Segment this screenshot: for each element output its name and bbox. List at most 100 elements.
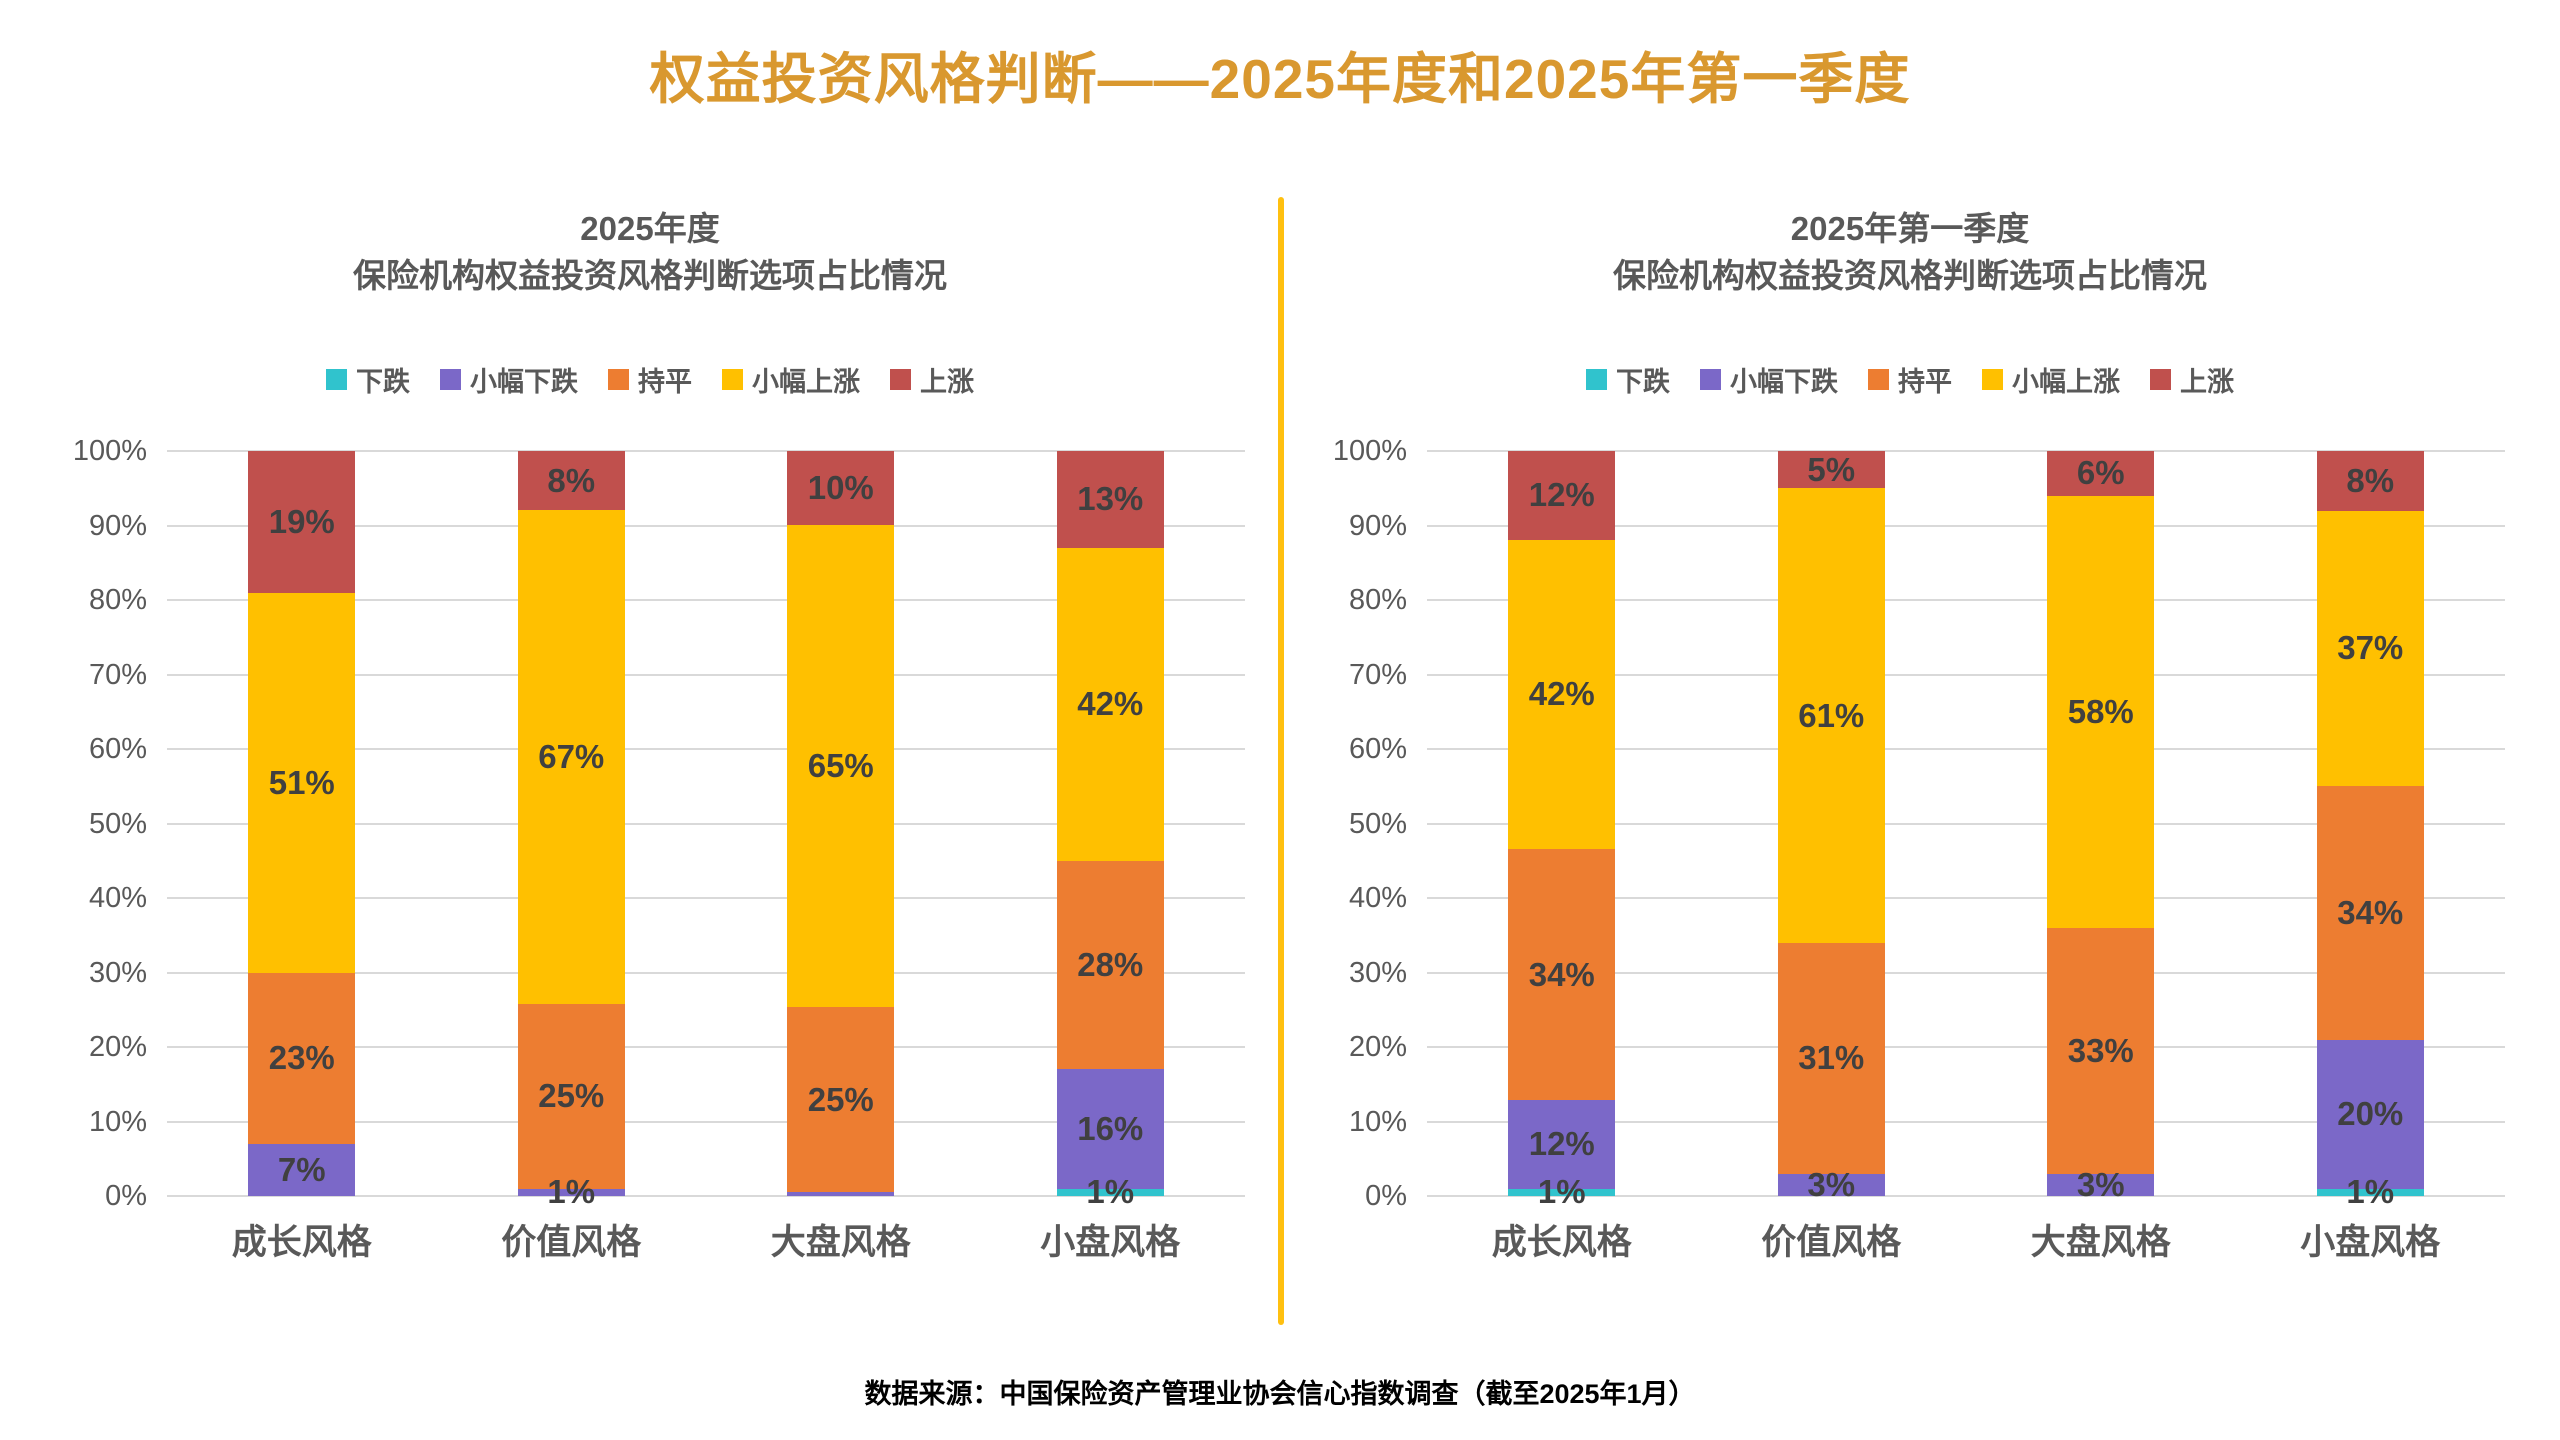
bar-segment: 61% [1777,488,1885,943]
bar-segment-label: 6% [2076,454,2125,492]
gridline [167,524,1245,527]
bar-segment: 8% [2316,451,2424,511]
bar-segment: 3% [2047,1166,2155,1203]
bar-slot: 1% 20% 34% 37% 8% [2236,451,2506,1210]
y-axis-tick-label: 10% [88,1105,147,1138]
bar-slot: 1% 12% 34% 42% 12% [1427,451,1697,1210]
bar-segment: 25% [787,1006,895,1193]
bar-segment: 25% [517,1004,625,1189]
legend-item: 上涨 [2150,360,2234,399]
bar-segment-label: 13% [1077,480,1144,518]
legend-item: 小幅上涨 [722,360,860,399]
chart-title-line2: 保险机构权益投资风格判断选项占比情况 [1613,257,2207,294]
category-label: 成长风格 [231,1223,372,1262]
legend-swatch-icon [2150,368,2171,390]
data-source-note: 数据来源：中国保险资产管理业协会信心指数调查（截至2025年1月） [864,1379,1696,1409]
bar-slot: 1% 16% 28% 42% 13% [976,451,1246,1210]
bar-segment: 8% [517,451,625,511]
bar-segment-label: 42% [1528,675,1595,713]
legend-item: 上涨 [890,360,974,399]
gridline [1427,599,2505,601]
bar-segment: 1% [1508,1173,1616,1210]
chart-title-line1: 2025年第一季度 [1790,210,2030,247]
legend-swatch-icon [722,368,743,390]
legend-item-label: 小幅下跌 [470,366,578,397]
y-axis: 100% 90% 80% 70% 60% 50% 40% 30% 20% 10% 0% [1315,436,1427,1211]
legend-item-label: 小幅上涨 [2012,366,2120,397]
stacked-bar: 3% 33% 58% 6% [2047,451,2155,1203]
bar-segment: 20% [2316,1039,2424,1189]
vertical-divider [1278,197,1284,1325]
bar-slot: 7% 23% 51% 19% [167,451,437,1196]
gridline [167,673,1245,676]
bar-segment-label: 58% [2067,692,2134,730]
legend-swatch-icon [1700,368,1721,390]
y-axis-tick-label: 50% [1348,807,1407,840]
category-label: 大盘风格 [770,1223,911,1262]
bar-segment [787,1192,895,1196]
legend-swatch-icon [326,368,347,390]
bar-segment-label: 19% [268,502,335,540]
bar-segment: 12% [1508,1100,1616,1189]
bar-segment-label: 23% [268,1039,335,1077]
plot-area: 1% 12% 34% 42% 12% 3% 31% 61% 5% 3% 33% 58% 6% 1% 20% 3… [1427,450,2506,1210]
legend-item: 持平 [1868,360,1952,399]
y-axis-tick-label: 40% [88,882,147,914]
y-axis-tick-label: 20% [1348,1031,1407,1063]
legend-item: 下跌 [1586,360,1670,399]
bar-segment: 65% [787,525,895,1007]
bar-segment-label: 1% [547,1173,596,1211]
bar-segment-label: 65% [807,747,874,785]
bar-segment: 34% [1508,849,1616,1101]
plot-area: 7% 23% 51% 19% 1% 25% 67% 8% 25% 65% 10% 1% 16% 28% 42… [167,450,1246,1211]
gridline [167,1046,1245,1048]
gridline [1427,897,2505,899]
bar-segment: 51% [248,592,356,973]
bar-segment: 1% [1056,1173,1164,1210]
legend-swatch-icon [890,368,911,390]
bar-segment-label: 34% [1528,955,1595,993]
category-label: 大盘风格 [2030,1223,2171,1262]
chart-title-line1: 2025年度 [580,210,720,247]
chart-title-line2: 保险机构权益投资风格判断选项占比情况 [353,257,947,294]
stacked-bar: 1% 12% 34% 42% 12% [1508,451,1616,1210]
y-axis-tick-label: 40% [1348,882,1407,914]
y-axis-tick-label: 100% [1332,435,1407,467]
legend-swatch-icon [608,368,629,390]
y-axis-tick-label: 80% [88,584,147,616]
chart-title: 2025年第一季度 保险机构权益投资风格判断选项占比情况 [1315,205,2505,299]
bar-segment: 42% [1056,547,1164,861]
legend-swatch-icon [440,368,461,390]
bar-segment-label: 16% [1077,1109,1144,1147]
bar-segment: 1% [517,1173,625,1211]
y-axis-tick-label: 100% [72,435,147,467]
gridline [167,971,1245,974]
category-label: 价值风格 [1761,1223,1902,1262]
bar-segment-label: 20% [2337,1095,2404,1133]
gridline [167,822,1245,825]
gridline [1427,1195,2505,1197]
legend-item: 持平 [608,360,692,399]
legend-item-label: 下跌 [1616,366,1670,397]
category-label: 成长风格 [1491,1223,1632,1262]
y-axis-tick-label: 0% [1365,1180,1407,1212]
bar-segment: 31% [1777,942,1885,1174]
bar-slot: 3% 31% 61% 5% [1697,451,1967,1203]
legend-item: 小幅下跌 [1700,360,1838,399]
chart-title: 2025年度 保险机构权益投资风格判断选项占比情况 [55,205,1245,299]
bar-segment-label: 3% [1807,1165,1856,1203]
bar-segment: 7% [248,1143,356,1196]
category-label: 小盘风格 [1040,1223,1181,1262]
legend-item-label: 上涨 [920,366,974,397]
legend-item-label: 上涨 [2180,366,2234,397]
bar-segment: 1% [2316,1173,2424,1210]
chart-panel-annual: 2025年度 保险机构权益投资风格判断选项占比情况 下跌 小幅下跌 持平 小幅上涨 上涨… [55,195,1245,1265]
legend-item-label: 下跌 [356,366,410,397]
bar-segment-label: 25% [538,1077,605,1115]
y-axis-tick-label: 60% [1348,733,1407,765]
y-axis-tick-label: 70% [88,658,147,691]
bar-segment-label: 25% [807,1080,874,1118]
y-axis-tick-label: 60% [88,733,147,765]
gridline [1427,673,2505,676]
